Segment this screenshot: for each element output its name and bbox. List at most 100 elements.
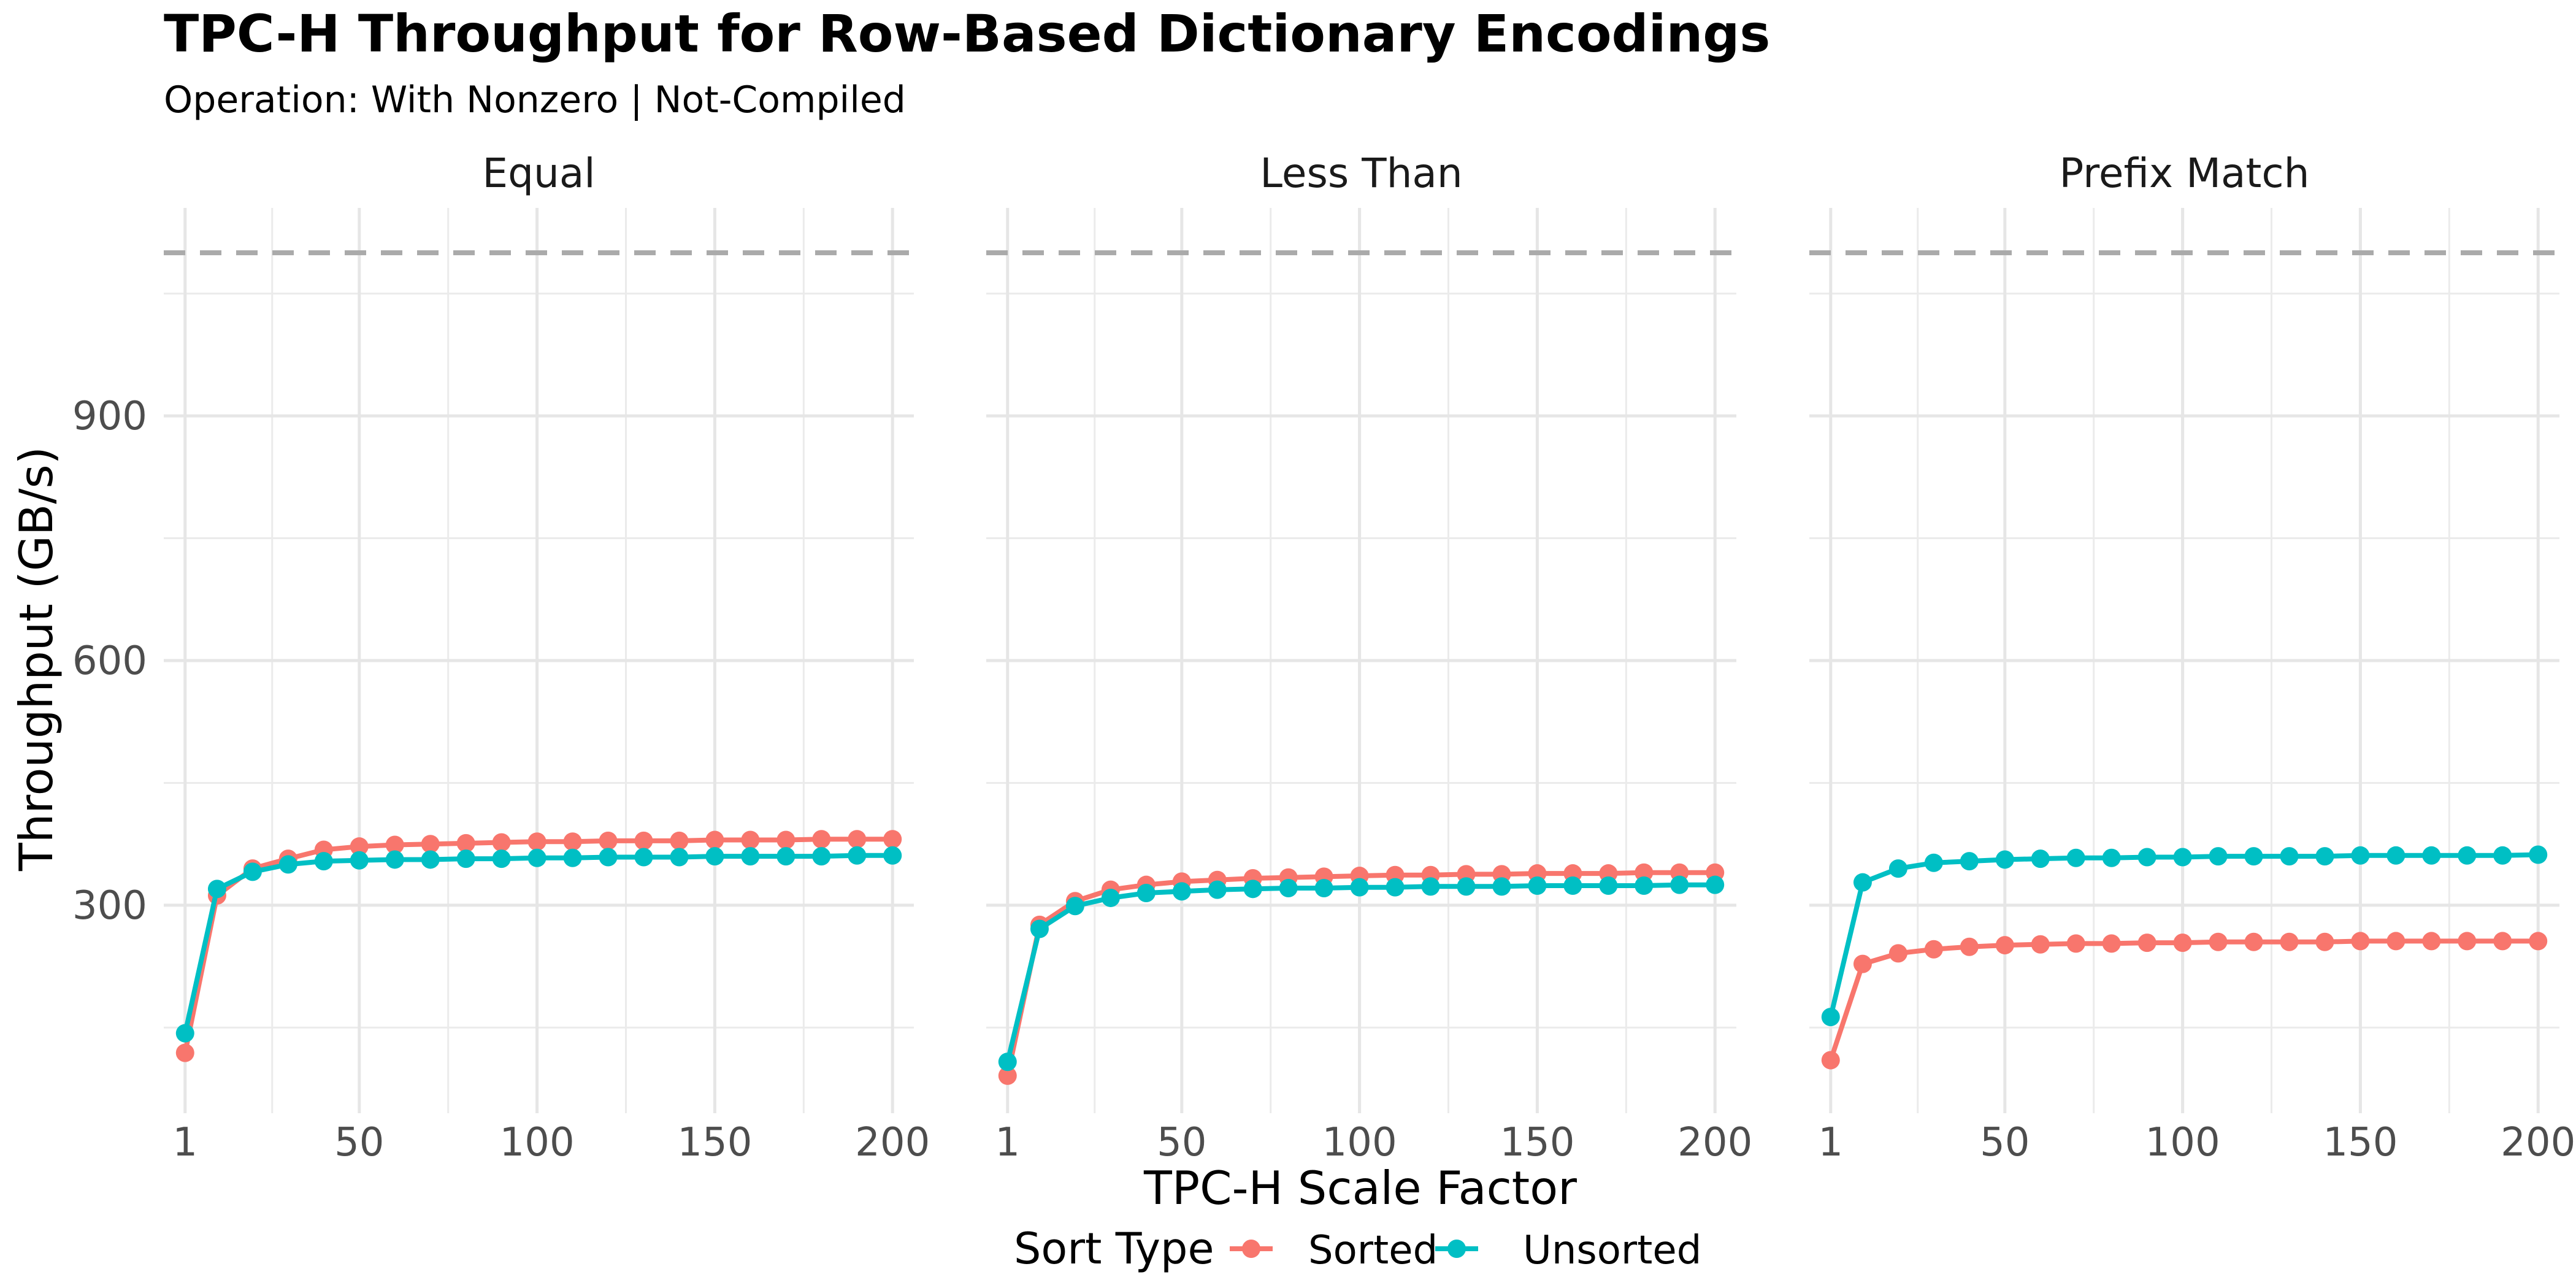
data-point-unsorted — [705, 847, 724, 866]
data-point-sorted — [2244, 932, 2263, 951]
data-point-unsorted — [1208, 880, 1227, 899]
data-point-sorted — [2137, 933, 2156, 953]
data-point-sorted — [2422, 932, 2441, 951]
x-tick-label: 50 — [1980, 1120, 2030, 1165]
data-point-unsorted — [2458, 846, 2477, 865]
data-point-sorted — [175, 1043, 194, 1062]
data-point-unsorted — [1065, 897, 1084, 916]
data-point-unsorted — [2351, 846, 2370, 865]
data-point-sorted — [705, 830, 724, 849]
x-tick-label: 150 — [2323, 1120, 2398, 1165]
data-point-sorted — [1995, 936, 2014, 955]
data-point-sorted — [456, 834, 475, 853]
y-axis-title: Throughput (GB/s) — [9, 447, 63, 872]
data-point-unsorted — [1030, 919, 1049, 938]
data-point-unsorted — [1350, 878, 1369, 897]
data-point-unsorted — [1457, 877, 1476, 896]
data-point-unsorted — [670, 848, 689, 867]
data-point-unsorted — [2066, 848, 2085, 867]
data-point-sorted — [998, 1066, 1017, 1085]
data-point-sorted — [2280, 932, 2299, 951]
facet-label: Less Than — [1260, 150, 1462, 197]
data-point-sorted — [350, 837, 369, 856]
data-point-unsorted — [2386, 846, 2405, 865]
data-point-unsorted — [1243, 880, 1262, 899]
data-point-sorted — [2529, 932, 2548, 951]
data-point-unsorted — [175, 1024, 194, 1043]
data-point-unsorted — [998, 1052, 1017, 1071]
data-point-unsorted — [1421, 877, 1440, 896]
data-point-sorted — [1853, 954, 1872, 973]
data-point-unsorted — [278, 855, 297, 874]
data-point-unsorted — [1670, 875, 1689, 894]
data-point-unsorted — [243, 862, 262, 881]
data-point-unsorted — [1314, 878, 1333, 897]
data-point-unsorted — [2209, 847, 2228, 866]
x-tick-label: 50 — [334, 1120, 384, 1165]
data-point-sorted — [634, 831, 653, 850]
x-tick-label: 200 — [2501, 1120, 2575, 1165]
data-point-unsorted — [1279, 878, 1298, 897]
data-point-unsorted — [2493, 846, 2512, 865]
x-tick-label: 100 — [500, 1120, 575, 1165]
data-point-unsorted — [1492, 877, 1511, 896]
legend-key-point-unsorted — [1447, 1240, 1466, 1258]
data-point-sorted — [741, 830, 760, 849]
data-point-sorted — [1924, 940, 1943, 959]
data-point-sorted — [1635, 863, 1654, 882]
data-point-unsorted — [563, 848, 582, 867]
data-point-sorted — [1821, 1051, 1840, 1070]
data-point-sorted — [2031, 935, 2050, 954]
data-point-unsorted — [634, 848, 653, 867]
data-point-sorted — [599, 831, 618, 850]
data-point-unsorted — [1635, 876, 1654, 895]
data-point-sorted — [563, 832, 582, 851]
data-point-unsorted — [1137, 883, 1156, 902]
data-point-unsorted — [1706, 875, 1725, 894]
data-point-unsorted — [1924, 853, 1943, 872]
data-point-sorted — [670, 831, 689, 850]
data-point-unsorted — [527, 848, 546, 867]
data-point-sorted — [1888, 944, 1907, 963]
data-point-unsorted — [2315, 847, 2334, 866]
x-tick-label: 200 — [855, 1120, 930, 1165]
data-point-sorted — [2386, 932, 2405, 951]
data-point-unsorted — [1888, 859, 1907, 878]
data-point-unsorted — [492, 849, 511, 868]
data-point-sorted — [2351, 932, 2370, 951]
data-point-sorted — [2173, 933, 2192, 953]
data-point-unsorted — [1172, 882, 1191, 901]
x-tick-label: 50 — [1157, 1120, 1206, 1165]
legend-title: Sort Type — [1014, 1224, 1214, 1274]
data-point-sorted — [492, 833, 511, 852]
x-tick-label: 150 — [1500, 1120, 1574, 1165]
data-point-sorted — [2493, 932, 2512, 951]
data-point-unsorted — [1960, 852, 1979, 871]
data-point-sorted — [883, 830, 902, 849]
x-tick-label: 200 — [1677, 1120, 1752, 1165]
data-point-unsorted — [741, 847, 760, 866]
data-point-unsorted — [848, 846, 867, 865]
data-point-unsorted — [2173, 848, 2192, 867]
data-point-unsorted — [1995, 850, 2014, 869]
data-point-unsorted — [1563, 876, 1582, 895]
y-tick-label: 300 — [72, 883, 147, 929]
x-tick-label: 1 — [1818, 1120, 1843, 1165]
x-axis-title: TPC-H Scale Factor — [1143, 1161, 1577, 1215]
data-point-unsorted — [207, 880, 226, 899]
legend-label-unsorted: Unsorted — [1523, 1228, 1701, 1273]
data-point-unsorted — [2529, 845, 2548, 864]
data-point-unsorted — [1599, 876, 1618, 895]
data-point-sorted — [848, 830, 867, 849]
data-point-unsorted — [2244, 847, 2263, 866]
data-point-sorted — [421, 835, 440, 854]
facet-label: Prefix Match — [2060, 150, 2310, 197]
data-point-unsorted — [1386, 878, 1405, 897]
data-point-unsorted — [1821, 1008, 1840, 1027]
data-point-sorted — [776, 830, 795, 849]
data-point-unsorted — [812, 847, 831, 866]
